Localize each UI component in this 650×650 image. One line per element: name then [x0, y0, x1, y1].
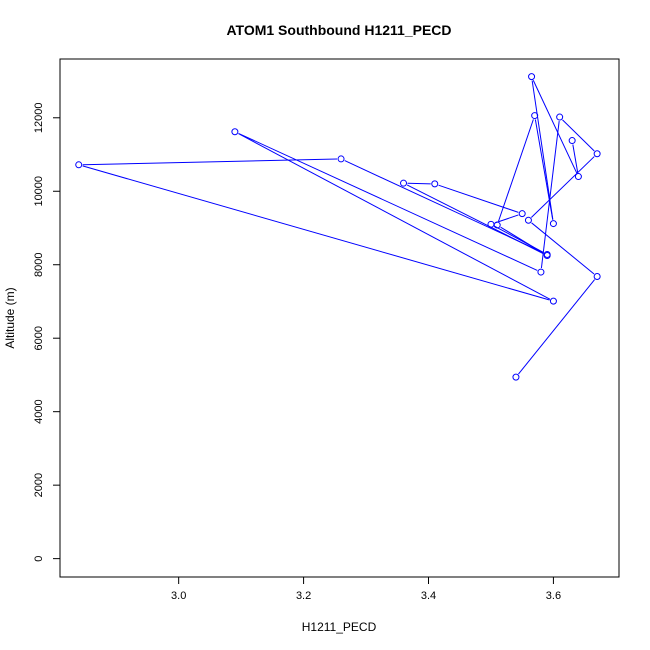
- series-line-segment: [238, 132, 538, 271]
- series-line-segment: [238, 133, 551, 300]
- series-line-segment: [540, 120, 560, 269]
- series-line-segment: [534, 119, 554, 220]
- series-line-segment: [82, 165, 550, 301]
- y-axis-label: Altitude (m): [3, 287, 17, 348]
- data-point: [231, 128, 239, 136]
- series-line-segment: [562, 119, 595, 152]
- x-axis: 3.0 3.2 3.4 3.6: [171, 577, 561, 602]
- series-line-segment: [530, 156, 595, 218]
- series-points: [75, 73, 601, 381]
- data-point: [574, 173, 582, 181]
- data-point: [531, 112, 539, 120]
- series-line-segment: [531, 80, 554, 220]
- chart-title: ATOM1 Southbound H1211_PECD: [226, 22, 451, 38]
- data-point: [549, 297, 557, 305]
- data-point: [524, 216, 532, 224]
- x-axis-label: H1211_PECD: [302, 620, 377, 634]
- data-point: [337, 155, 345, 163]
- series-line-segment: [500, 226, 545, 254]
- series-lines: [82, 80, 596, 375]
- data-point: [400, 179, 408, 187]
- y-tick-label: 0: [33, 556, 45, 562]
- series-line-segment: [532, 80, 578, 174]
- data-point: [75, 161, 83, 169]
- series-line-segment: [531, 222, 595, 275]
- series-line-segment: [407, 182, 431, 185]
- data-point: [431, 180, 439, 188]
- data-point: [537, 268, 545, 276]
- x-tick-label: 3.0: [171, 590, 186, 602]
- data-point: [593, 150, 601, 158]
- y-tick-label: 12000: [33, 102, 45, 133]
- series-line-segment: [518, 279, 596, 375]
- x-tick-label: 3.2: [296, 590, 311, 602]
- plot-frame: [59, 58, 620, 578]
- y-tick-label: 10000: [33, 176, 45, 207]
- series-line-segment: [494, 214, 519, 224]
- series-line-segment: [438, 184, 519, 213]
- data-point: [556, 113, 564, 121]
- series-line-segment: [572, 144, 579, 173]
- x-tick-label: 3.4: [421, 590, 436, 602]
- y-tick-label: 4000: [33, 399, 45, 423]
- series-line-segment: [406, 184, 544, 255]
- y-tick-label: 8000: [33, 252, 45, 276]
- x-tick-label: 3.6: [546, 590, 561, 602]
- data-point: [512, 373, 520, 381]
- y-tick-label: 2000: [33, 473, 45, 497]
- data-point: [543, 252, 551, 260]
- data-point: [593, 272, 601, 280]
- series-line-segment: [498, 119, 534, 222]
- y-tick-label: 6000: [33, 326, 45, 350]
- data-point: [568, 137, 576, 145]
- data-point: [493, 221, 501, 229]
- data-point: [549, 220, 557, 228]
- series-line-segment: [82, 158, 338, 166]
- y-axis: 0 2000 4000 6000 8000 10000 12000: [33, 102, 60, 562]
- data-point: [528, 73, 536, 81]
- data-point: [518, 210, 526, 218]
